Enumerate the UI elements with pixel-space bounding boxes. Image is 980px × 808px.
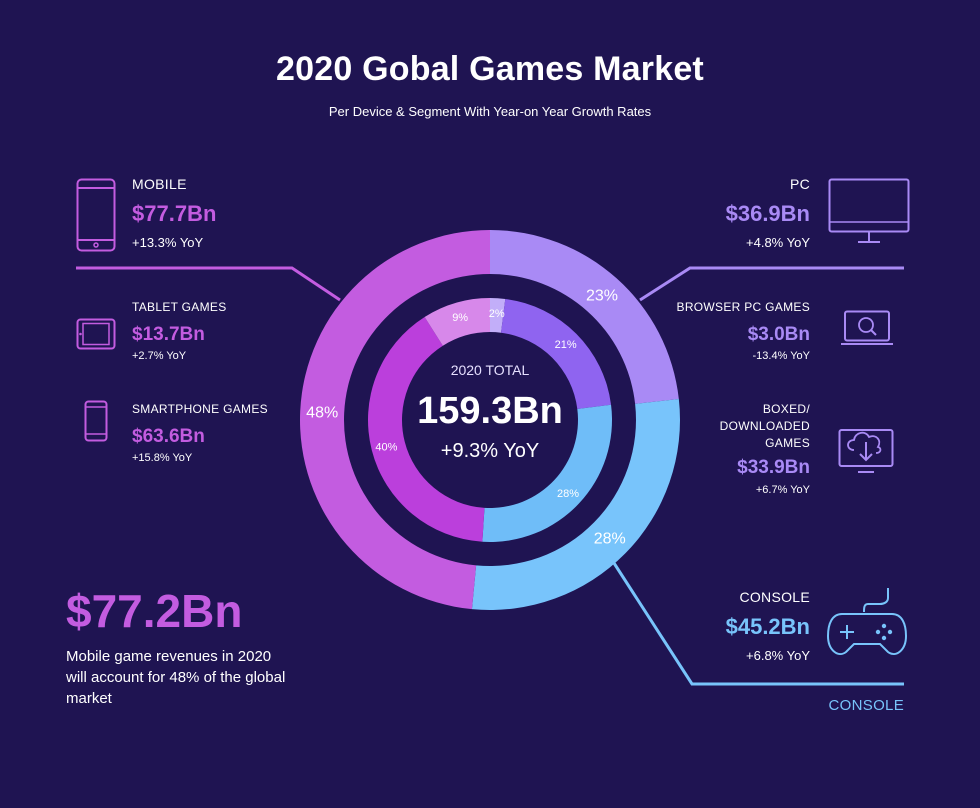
tablet-label: TABLET GAMES	[132, 300, 227, 314]
pc-label: PC	[789, 176, 810, 192]
center-total: 159.3Bn	[417, 390, 563, 432]
center-yoy: +9.3% YoY	[440, 440, 540, 462]
boxed-label-line-3: GAMES	[765, 436, 810, 450]
boxed-label-line-2: DOWNLOADED	[719, 419, 810, 433]
page-title: 2020 Gobal Games Market	[276, 50, 704, 88]
segment-label-tablet-games: 9%	[452, 312, 468, 324]
tablet-yoy: +2.7% YoY	[132, 350, 187, 362]
mobile-connector-line	[76, 266, 341, 302]
laptop-search-icon	[841, 310, 893, 345]
segment-slice-browser-pc-games	[490, 298, 506, 333]
browser-label: BROWSER PC GAMES	[676, 300, 810, 314]
smartphone-icon	[76, 178, 116, 252]
console-label: CONSOLE	[739, 589, 810, 605]
mobile-label: MOBILE	[132, 176, 187, 192]
segment-label-smartphone-games: 40%	[375, 441, 397, 453]
segment-slice-tablet-games	[424, 298, 490, 346]
page-subtitle: Per Device & Segment With Year-on Year G…	[328, 104, 652, 119]
boxed-label-line-1: BOXED/	[762, 402, 810, 416]
segment-slice-boxed-downloaded-games	[501, 298, 612, 409]
device-label-console: 28%	[594, 530, 626, 547]
smartphone-value: $63.6Bn	[132, 426, 205, 447]
console-tag: CONSOLE	[828, 697, 904, 714]
browser-yoy: -13.4% YoY	[752, 350, 811, 362]
segment-label-console: 28%	[557, 488, 579, 500]
pc-yoy: +4.8% YoY	[746, 235, 810, 250]
boxed-yoy: +6.7% YoY	[755, 484, 810, 496]
highlight-value: $77.2Bn	[66, 585, 243, 637]
device-slice-mobile	[299, 230, 490, 610]
pc-value: $36.9Bn	[725, 201, 810, 226]
highlight-description: Mobile game revenues in 2020 will accoun…	[66, 648, 286, 707]
device-slice-pc	[490, 230, 679, 404]
slice-labels: 23% 28% 48% 2% 21% 28% 40% 9%	[306, 287, 626, 547]
smartphone-icon	[84, 400, 108, 442]
device-label-mobile: 48%	[306, 405, 338, 422]
console-yoy: +6.8% YoY	[746, 648, 810, 663]
device-ring	[299, 230, 680, 610]
smartphone-yoy: +15.8% YoY	[132, 452, 193, 464]
segment-slice-smartphone-games	[368, 316, 485, 542]
tablet-icon	[76, 318, 116, 350]
mobile-yoy: +13.3% YoY	[132, 235, 204, 250]
segment-label-browser-pc-games: 2%	[489, 308, 505, 320]
console-value: $45.2Bn	[725, 614, 810, 639]
donut-chart: 23% 28% 48% 2% 21% 28% 40% 9%	[299, 230, 680, 610]
console-connector-line	[610, 559, 904, 686]
boxed-value: $33.9Bn	[737, 457, 810, 478]
pc-connector-line	[639, 266, 904, 302]
device-slice-console	[471, 398, 680, 610]
tablet-value: $13.7Bn	[132, 324, 205, 345]
segment-ring	[368, 298, 612, 542]
gamepad-icon	[826, 588, 908, 655]
mobile-value: $77.7Bn	[132, 201, 217, 226]
cloud-download-icon	[838, 429, 894, 473]
browser-value: $3.0Bn	[747, 324, 810, 345]
device-label-pc: 23%	[586, 287, 618, 304]
segment-label-boxed-downloaded-games: 21%	[555, 339, 577, 351]
center-label: 2020 TOTAL	[450, 362, 530, 378]
segment-slice-console	[482, 404, 612, 542]
smartphone-label: SMARTPHONE GAMES	[132, 402, 268, 416]
monitor-icon	[828, 178, 910, 243]
